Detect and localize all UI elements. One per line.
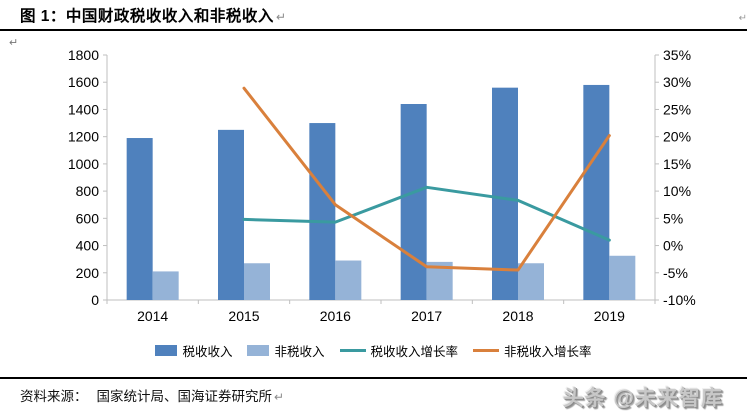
nontax-revenue-bar	[518, 263, 544, 300]
y-axis-right-label: 5%	[663, 210, 683, 226]
y-axis-right-label: 15%	[663, 156, 691, 172]
source-label: 资料来源：	[20, 389, 88, 404]
paragraph-mark-icon: ↵	[274, 390, 285, 404]
tax-revenue-growth-legend-swatch	[339, 349, 366, 352]
paragraph-mark-icon: ↵	[9, 37, 19, 49]
source-note: 资料来源： 国家统计局、国海证券研究所 ↵	[20, 385, 284, 405]
y-axis-left-label: 800	[76, 183, 100, 199]
title-divider	[0, 29, 747, 31]
paragraph-mark-icon: ↵	[275, 10, 287, 24]
tax-revenue-bar	[583, 84, 610, 300]
y-axis-left-label: 1600	[68, 74, 99, 90]
tax-revenue-legend-label: 税收收入	[182, 345, 233, 359]
x-axis-label: 2015	[228, 308, 259, 324]
y-axis-right-label: 0%	[663, 238, 683, 254]
nontax-revenue-bar	[335, 260, 362, 300]
nontax-revenue-growth-line	[242, 86, 611, 272]
y-axis-right-label: 30%	[663, 74, 691, 90]
y-axis-left-label: 200	[76, 265, 100, 281]
nontax-revenue-bar	[244, 263, 270, 300]
y-axis-left-label: 1800	[68, 47, 99, 63]
y-axis-left-label: 400	[76, 238, 100, 254]
source-text: 国家统计局、国海证券研究所	[96, 389, 273, 404]
y-axis-right-label: -5%	[663, 265, 688, 281]
nontax-revenue-legend-label: 非税收入	[274, 345, 325, 359]
chart-area: 0 200 400 600 800 1000 1200 1400 1600 1800 -10% -5%…	[0, 45, 747, 335]
x-axis-label: 2014	[137, 308, 168, 324]
tax-revenue-growth-legend-item: 税收收入增长率	[339, 341, 459, 360]
tax-revenue-growth-legend-label: 税收收入增长率	[370, 345, 459, 359]
tax-revenue-bar	[218, 129, 244, 300]
nontax-revenue-bar	[609, 255, 636, 300]
y-axis-right-label: 25%	[663, 101, 691, 117]
x-axis-label: 2016	[320, 308, 351, 324]
nontax-revenue-legend-item: 非税收入	[247, 341, 325, 360]
y-axis-right-label: 10%	[663, 183, 691, 199]
legend: 税收收入 非税收入 税收收入增长率 非税收入增长率	[0, 341, 747, 360]
nontax-revenue-bar	[152, 271, 179, 300]
x-axis-label: 2017	[411, 308, 442, 324]
y-axis-right-label: 35%	[663, 47, 691, 63]
y-axis-left-label: 1200	[68, 129, 99, 145]
tax-revenue-legend-item: 税收收入	[155, 341, 232, 360]
nontax-revenue-legend-swatch	[247, 345, 270, 356]
nontax-revenue-growth-legend-label: 非税收入增长率	[504, 345, 592, 359]
nontax-revenue-growth-legend-item: 非税收入增长率	[473, 341, 592, 360]
y-axis-left-label: 1000	[68, 156, 99, 172]
nontax-revenue-growth-legend-swatch	[473, 349, 500, 352]
figure-title-text: 图 1：中国财政税收收入和非税收入	[20, 8, 274, 25]
chart-svg: 0 200 400 600 800 1000 1200 1400 1600 1800 -10% -5%…	[68, 47, 696, 324]
paragraph-mark-icon: ↵	[738, 13, 747, 24]
x-axis-label: 2018	[502, 308, 533, 324]
y-axis-left-label: 600	[76, 210, 100, 226]
tax-revenue-legend-swatch	[155, 345, 178, 356]
tax-revenue-bar	[309, 123, 336, 300]
footer-divider	[0, 377, 747, 379]
y-axis-right-label: -10%	[663, 292, 696, 308]
tax-revenue-bar	[492, 87, 518, 300]
y-axis-left-label: 0	[91, 292, 99, 308]
y-axis-left-label: 1400	[68, 101, 99, 117]
tax-revenue-bar	[126, 138, 153, 300]
x-axis-label: 2019	[594, 308, 625, 324]
tax-revenue-growth-line	[242, 185, 611, 242]
y-axis-right-label: 20%	[663, 129, 691, 145]
tax-revenue-bar	[400, 104, 427, 300]
watermark: 头条 @未来智库	[562, 387, 723, 410]
figure-title: 图 1：中国财政税收收入和非税收入 ↵	[20, 4, 287, 26]
